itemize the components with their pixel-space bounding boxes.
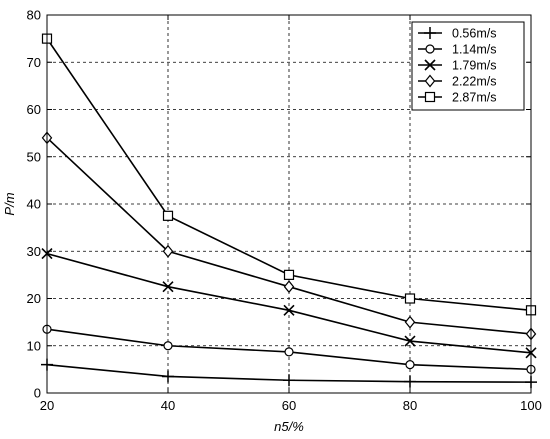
legend-marker xyxy=(424,59,436,71)
data-point xyxy=(404,375,416,388)
data-point xyxy=(162,244,174,258)
data-point xyxy=(162,281,174,293)
data-point xyxy=(404,335,416,347)
y-tick-label: 80 xyxy=(27,8,41,23)
y-tick-label: 60 xyxy=(27,102,41,117)
data-point xyxy=(162,370,174,383)
y-tick-label: 10 xyxy=(27,338,41,353)
data-point xyxy=(284,347,294,357)
data-point xyxy=(283,269,295,280)
x-axis-label: n5/% xyxy=(274,419,304,434)
legend-marker xyxy=(424,91,436,103)
legend-item: 2.22m/s xyxy=(418,75,496,89)
data-point xyxy=(283,304,295,316)
tick-layer: 20 40 60 80 100 0 10 20 30 40 50 60 70 80 xyxy=(27,8,542,414)
y-tick-label: 0 xyxy=(34,386,41,401)
legend-label: 2.87m/s xyxy=(452,91,496,105)
legend-label: 2.22m/s xyxy=(452,75,496,89)
x-tick-label: 40 xyxy=(161,398,175,413)
legend-item: 2.87m/s xyxy=(418,91,496,105)
legend-item: 0.56m/s xyxy=(418,27,496,41)
data-point xyxy=(163,341,173,351)
legend-label: 0.56m/s xyxy=(452,27,496,41)
legend-marker xyxy=(424,27,436,39)
data-point xyxy=(404,315,416,329)
y-tick-label: 50 xyxy=(27,149,41,164)
legend-marker xyxy=(425,44,435,54)
legend-item: 1.14m/s xyxy=(418,43,496,57)
data-point xyxy=(283,280,295,294)
data-point xyxy=(283,374,295,387)
y-tick-label: 70 xyxy=(27,55,41,70)
y-tick-label: 40 xyxy=(27,197,41,212)
x-tick-label: 20 xyxy=(40,398,54,413)
data-point xyxy=(405,360,415,370)
legend-item: 1.79m/s xyxy=(418,59,496,73)
legend-label: 1.79m/s xyxy=(452,59,496,73)
data-point xyxy=(404,293,416,304)
x-tick-label: 80 xyxy=(403,398,417,413)
y-tick-label: 20 xyxy=(27,291,41,306)
y-tick-label: 30 xyxy=(27,244,41,259)
data-point xyxy=(162,210,174,221)
x-tick-label: 60 xyxy=(282,398,296,413)
legend-label: 1.14m/s xyxy=(452,43,496,57)
x-tick-label: 100 xyxy=(520,398,542,413)
legend: 0.56m/s 1.14m/s 1.79m/s 2.22m/s 2.87m/s xyxy=(411,21,525,111)
y-axis-label: P/m xyxy=(2,192,17,215)
legend-marker xyxy=(424,74,436,88)
